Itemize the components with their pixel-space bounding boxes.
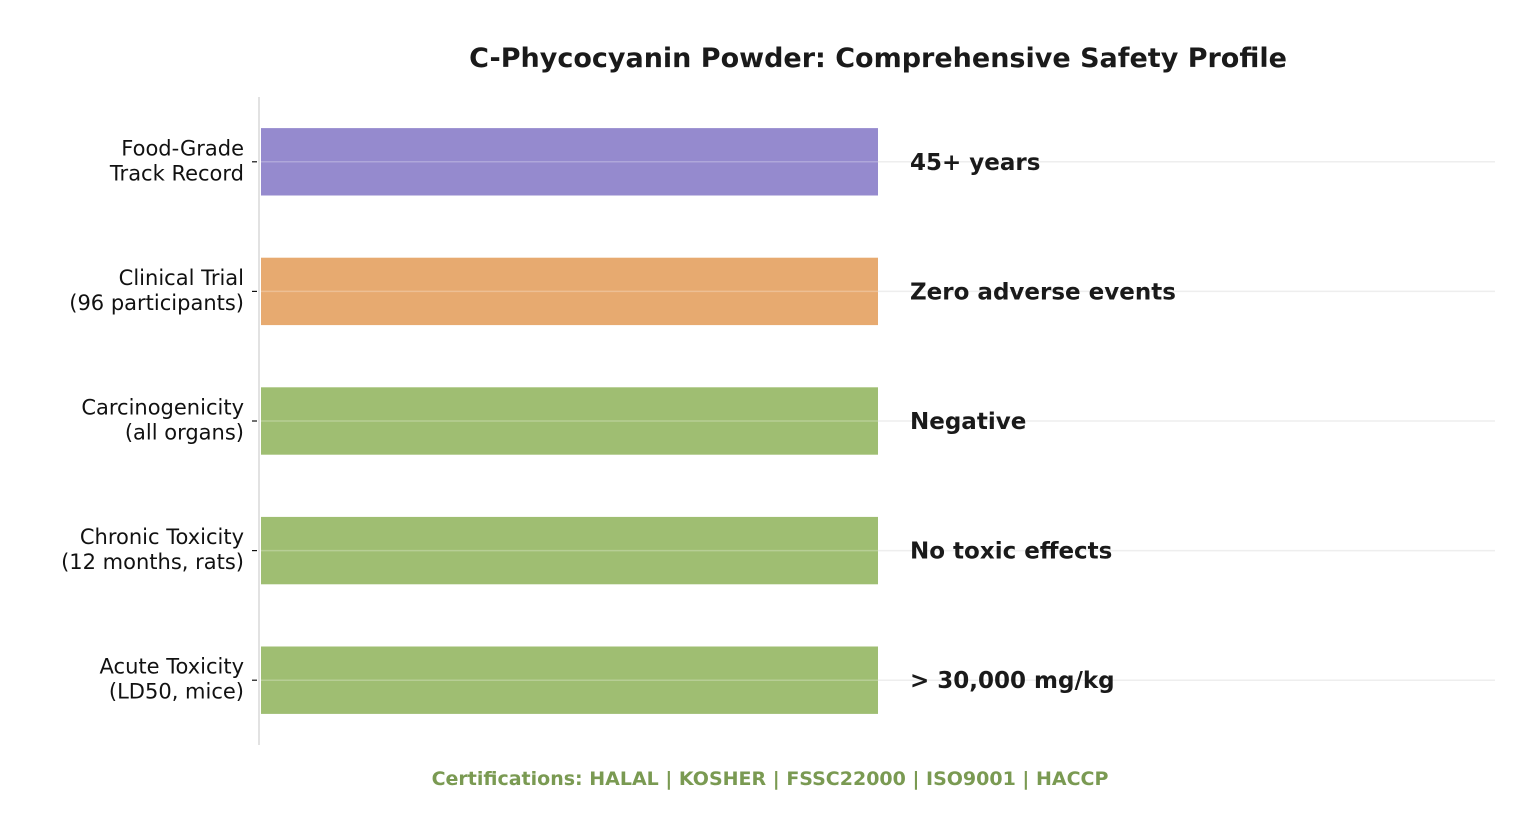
- bar: [261, 646, 878, 714]
- bar: [261, 257, 878, 326]
- value-label: Zero adverse events: [910, 279, 1176, 305]
- labels-layer: Food-Grade Track Record 45+ years Clinical …: [61, 136, 1176, 703]
- value-label: No toxic effects: [910, 539, 1112, 565]
- certifications-footer: Certifications: HALAL | KOSHER | FSSC220…: [432, 768, 1109, 790]
- y-tick-label: Clinical Trial (96 participants): [69, 266, 244, 315]
- value-label: > 30,000 mg/kg: [910, 668, 1115, 694]
- y-tick-label: Chronic Toxicity (12 months, rats): [61, 525, 244, 574]
- value-label: Negative: [910, 409, 1026, 435]
- y-tick-label: Acute Toxicity (LD50, mice): [100, 655, 244, 704]
- bar: [261, 516, 878, 585]
- value-label: 45+ years: [910, 150, 1040, 176]
- chart-title: C-Phycocyanin Powder: Comprehensive Safe…: [469, 43, 1287, 74]
- bars-layer: [261, 128, 878, 714]
- bar: [261, 387, 878, 455]
- y-tick-label: Food-Grade Track Record: [109, 136, 244, 185]
- y-tick-label: Carcinogenicity (all organs): [81, 396, 244, 445]
- bar: [261, 128, 878, 196]
